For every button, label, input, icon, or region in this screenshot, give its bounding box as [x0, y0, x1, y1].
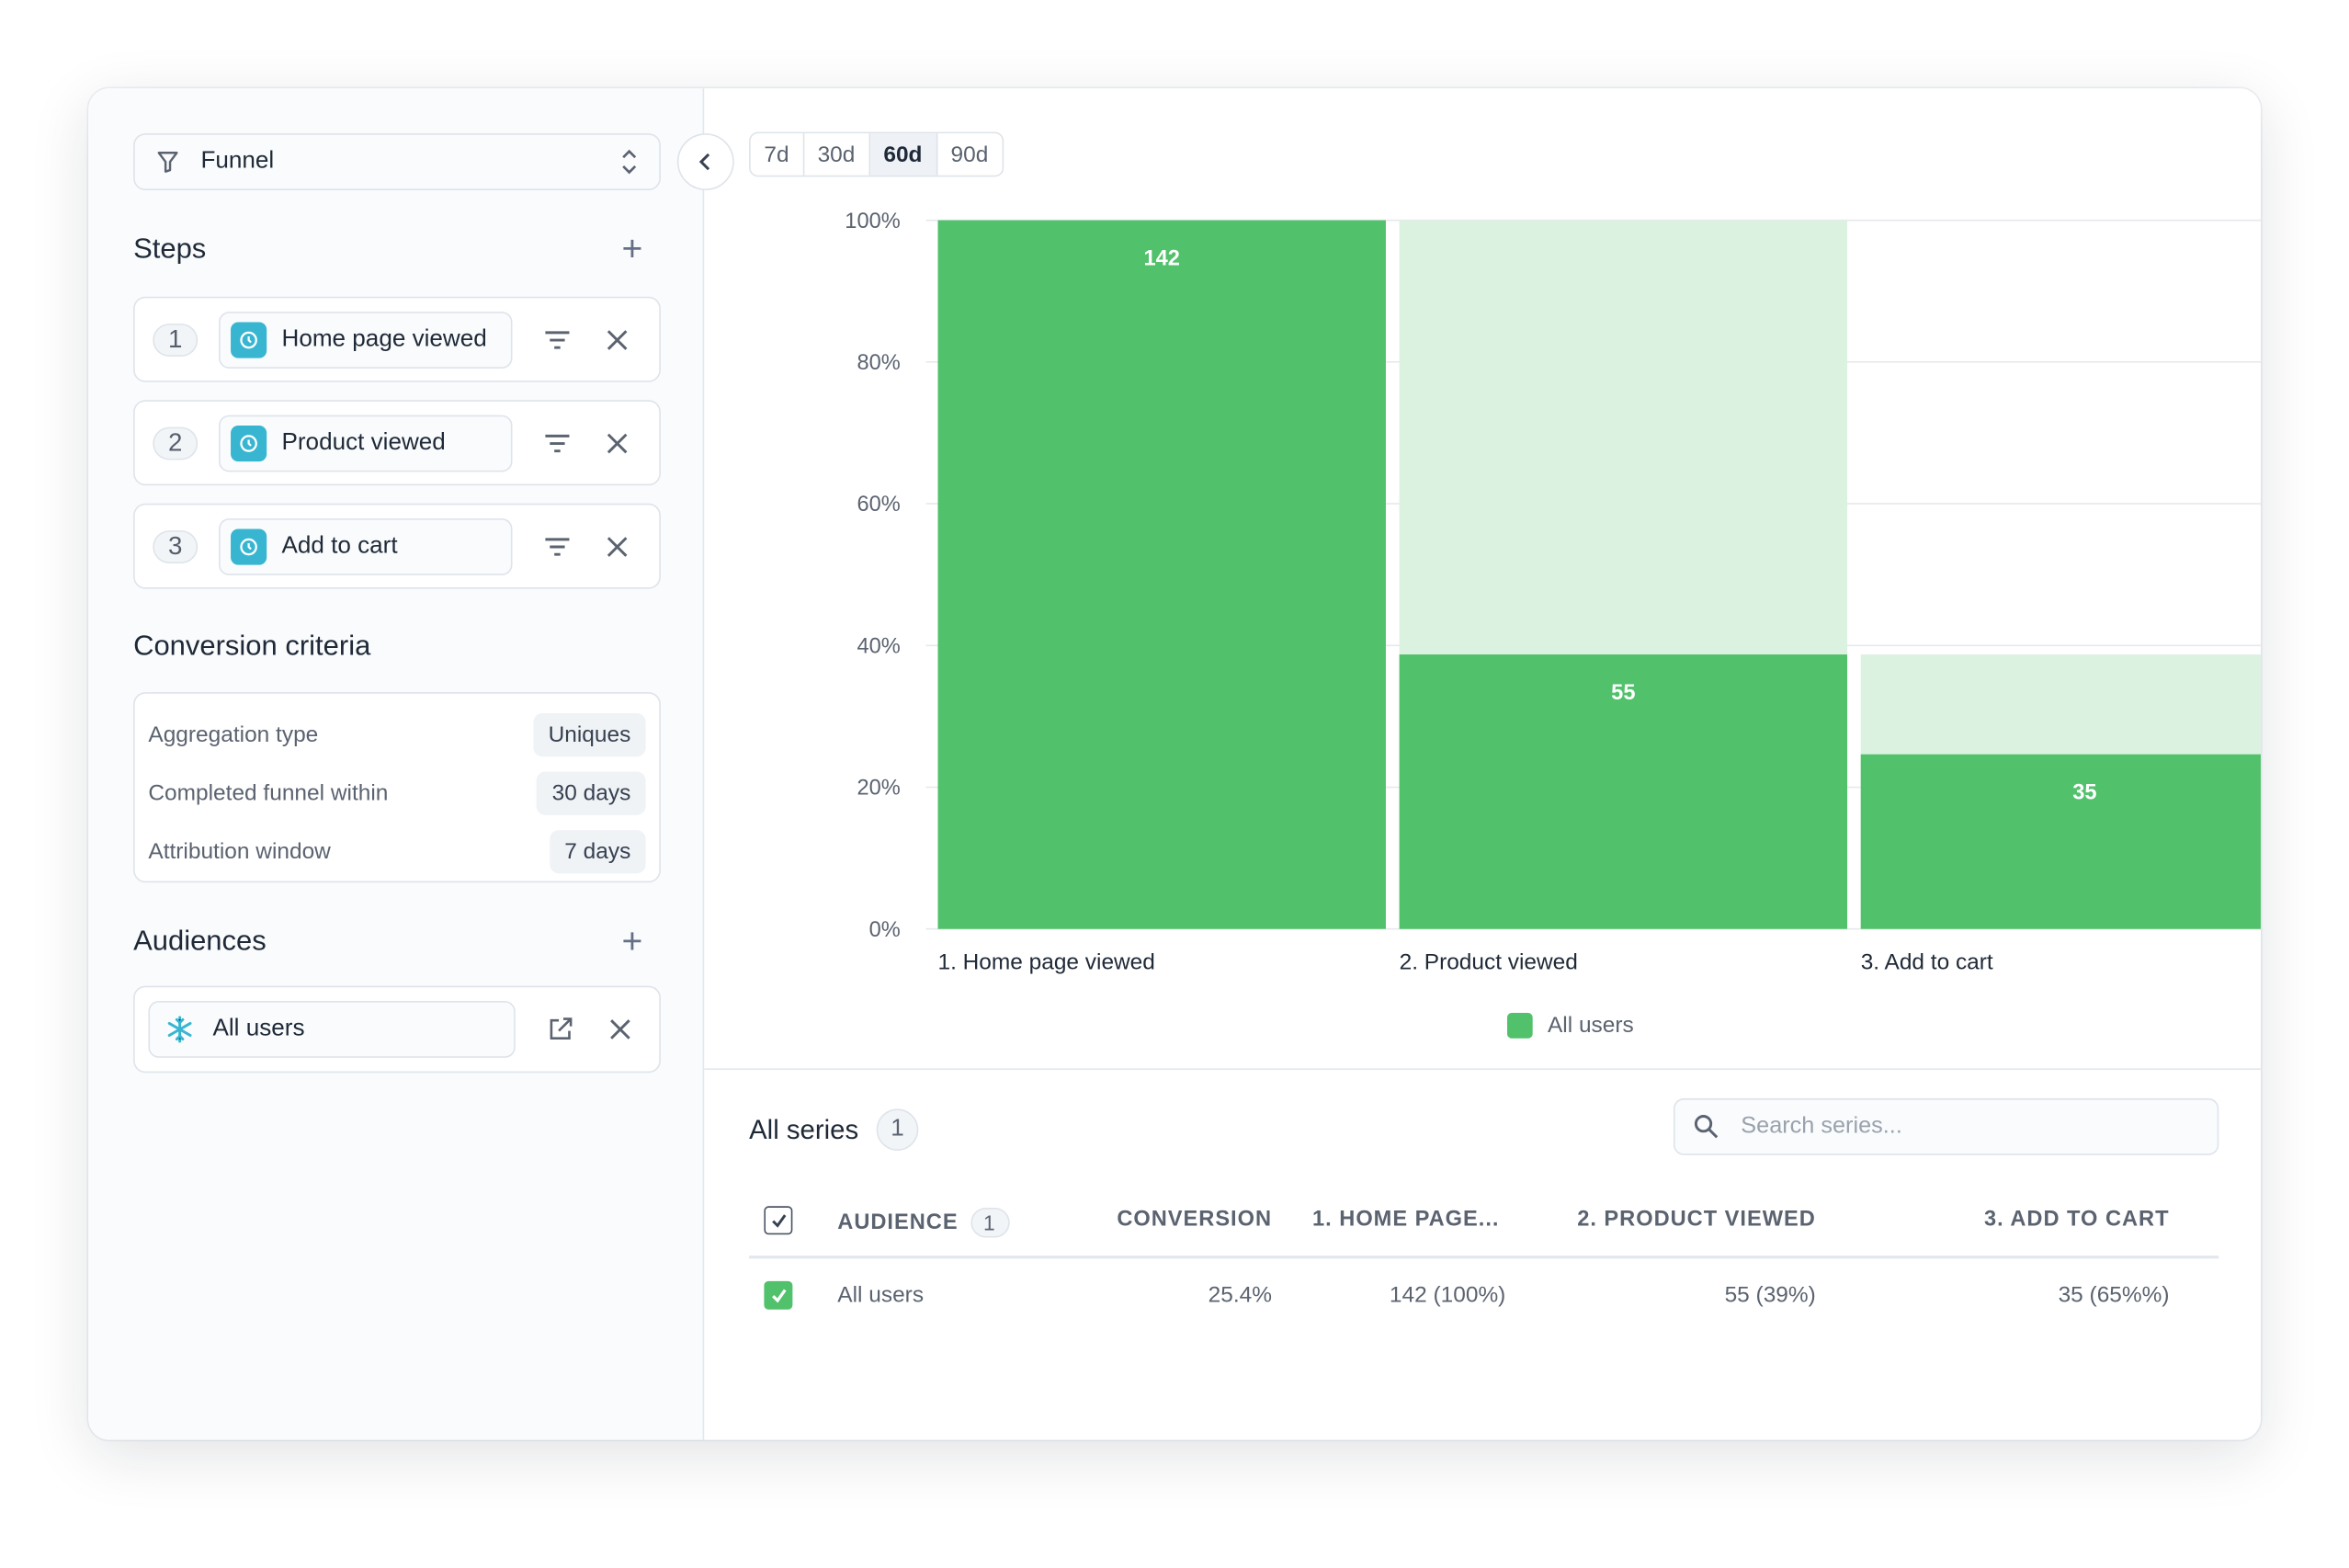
y-tick-label: 20%: [857, 777, 900, 801]
bar: [1860, 754, 2261, 929]
criteria-completed-within: Completed funnel within 30 days: [148, 764, 646, 823]
row-step-3: 35 (65%%): [2058, 1282, 2170, 1309]
column-step-1[interactable]: 1. HOME PAGE...: [1312, 1207, 1500, 1233]
filter-icon[interactable]: [542, 324, 573, 355]
legend-swatch: [1506, 1013, 1533, 1039]
row-step-1: 142 (100%): [1389, 1282, 1506, 1309]
filter-icon[interactable]: [542, 427, 573, 458]
attribution-window-select[interactable]: 7 days: [549, 830, 646, 874]
x-tick-label: 3. Add to cart: [1861, 950, 1993, 975]
conversion-criteria-heading: Conversion criteria: [133, 631, 371, 663]
check-icon: [771, 1213, 786, 1227]
time-range-selector: 7d 30d 60d 90d: [749, 131, 1004, 177]
criteria-attribution-window: Attribution window 7 days: [148, 823, 646, 881]
funnel-card: Funnel Steps + 1 Home page viewed 2 Prod…: [88, 88, 2261, 1440]
step-number: 1: [153, 323, 199, 357]
sidebar: Funnel Steps + 1 Home page viewed 2 Prod…: [88, 88, 705, 1440]
bar-value-label: 35: [2072, 781, 2096, 805]
add-step-button[interactable]: +: [621, 229, 643, 270]
aggregation-type-select[interactable]: Uniques: [533, 712, 646, 757]
column-audience-label: AUDIENCE: [837, 1210, 959, 1235]
x-tick-label: 2. Product viewed: [1400, 950, 1578, 975]
completed-within-select[interactable]: 30 days: [537, 771, 646, 815]
chevron-left-icon: [698, 153, 710, 171]
audience-pill[interactable]: All users: [148, 1000, 516, 1058]
y-tick-label: 60%: [857, 493, 900, 517]
step-label: Product viewed: [281, 429, 446, 455]
clock-icon: [231, 425, 267, 461]
steps-heading: Steps: [133, 233, 207, 266]
all-series-title: All series: [749, 1114, 859, 1144]
step-item: 1 Home page viewed: [133, 296, 661, 382]
chart-type-select[interactable]: Funnel: [133, 133, 661, 191]
filter-icon[interactable]: [542, 531, 573, 562]
step-label: Home page viewed: [281, 325, 487, 352]
audience-label: All users: [212, 1016, 305, 1041]
clock-icon: [231, 528, 267, 564]
chevron-updown-icon: [622, 149, 637, 175]
series-count-badge: 1: [876, 1108, 919, 1151]
main-panel: 7d 30d 60d 90d 0% 20% 40% 60% 80% 100% 142 1. Home…: [704, 88, 2261, 1439]
column-conversion[interactable]: CONVERSION: [1117, 1207, 1273, 1233]
step-item: 2 Product viewed: [133, 400, 661, 486]
row-audience: All users: [837, 1282, 925, 1309]
time-range-60d[interactable]: 60d: [869, 133, 937, 176]
y-tick-label: 0%: [869, 918, 901, 942]
time-range-90d[interactable]: 90d: [950, 142, 989, 167]
search-placeholder: Search series...: [1741, 1113, 1902, 1139]
bar-value-label: 142: [1144, 247, 1180, 271]
funnel-chart: 0% 20% 40% 60% 80% 100% 142 1. Home page viewed…: [845, 210, 2261, 1039]
x-tick-label: 1. Home page viewed: [938, 950, 1155, 975]
remove-step-icon[interactable]: [602, 427, 632, 458]
step-event-pill[interactable]: Add to cart: [219, 517, 513, 575]
step-item: 3 Add to cart: [133, 503, 661, 589]
remove-audience-icon[interactable]: [606, 1015, 636, 1045]
step-event-pill[interactable]: Product viewed: [219, 414, 513, 472]
add-audience-button[interactable]: +: [621, 921, 643, 962]
bar: [1399, 654, 1848, 929]
audience-item: All users: [133, 985, 661, 1074]
step-label: Add to cart: [281, 532, 398, 559]
audiences-heading: Audiences: [133, 926, 267, 958]
open-external-icon[interactable]: [545, 1015, 575, 1045]
bar-value-label: 55: [1611, 681, 1635, 705]
divider: [704, 1068, 2261, 1070]
column-audience[interactable]: AUDIENCE 1: [837, 1207, 1009, 1238]
step-number: 3: [153, 529, 199, 563]
criteria-label: Aggregation type: [148, 722, 319, 748]
row-step-2: 55 (39%): [1724, 1282, 1816, 1309]
search-series-input[interactable]: Search series...: [1673, 1097, 2219, 1155]
column-step-3[interactable]: 3. ADD TO CART: [1984, 1207, 2170, 1233]
criteria-label: Attribution window: [148, 838, 331, 865]
row-conversion: 25.4%: [1208, 1282, 1273, 1309]
step-number: 2: [153, 426, 199, 460]
step-event-pill[interactable]: Home page viewed: [219, 311, 513, 369]
row-checkbox[interactable]: [764, 1280, 793, 1310]
criteria-aggregation-type: Aggregation type Uniques: [148, 706, 646, 765]
funnel-icon: [157, 152, 178, 173]
bar: [937, 220, 1386, 929]
select-all-checkbox[interactable]: [764, 1206, 793, 1235]
column-step-2[interactable]: 2. PRODUCT VIEWED: [1577, 1207, 1816, 1233]
time-range-30d[interactable]: 30d: [804, 133, 870, 176]
y-tick-label: 80%: [857, 351, 900, 375]
y-tick-label: 40%: [857, 634, 900, 658]
clock-icon: [231, 321, 267, 358]
chart-type-label: Funnel: [200, 148, 275, 175]
search-icon: [1694, 1115, 1719, 1139]
check-icon: [771, 1288, 786, 1302]
y-tick-label: 100%: [845, 210, 900, 233]
remove-step-icon[interactable]: [602, 324, 632, 355]
time-range-7d[interactable]: 7d: [751, 133, 804, 176]
collapse-sidebar-button[interactable]: [676, 133, 734, 191]
conversion-criteria-box: Aggregation type Uniques Completed funnel…: [133, 692, 661, 883]
audience-count-badge: 1: [970, 1207, 1009, 1238]
remove-step-icon[interactable]: [602, 531, 632, 562]
table-header-divider: [749, 1256, 2219, 1259]
criteria-label: Completed funnel within: [148, 780, 389, 807]
snowflake-icon: [167, 1016, 192, 1043]
legend-label: All users: [1548, 1013, 1634, 1038]
all-series-header: All series 1: [749, 1108, 919, 1151]
